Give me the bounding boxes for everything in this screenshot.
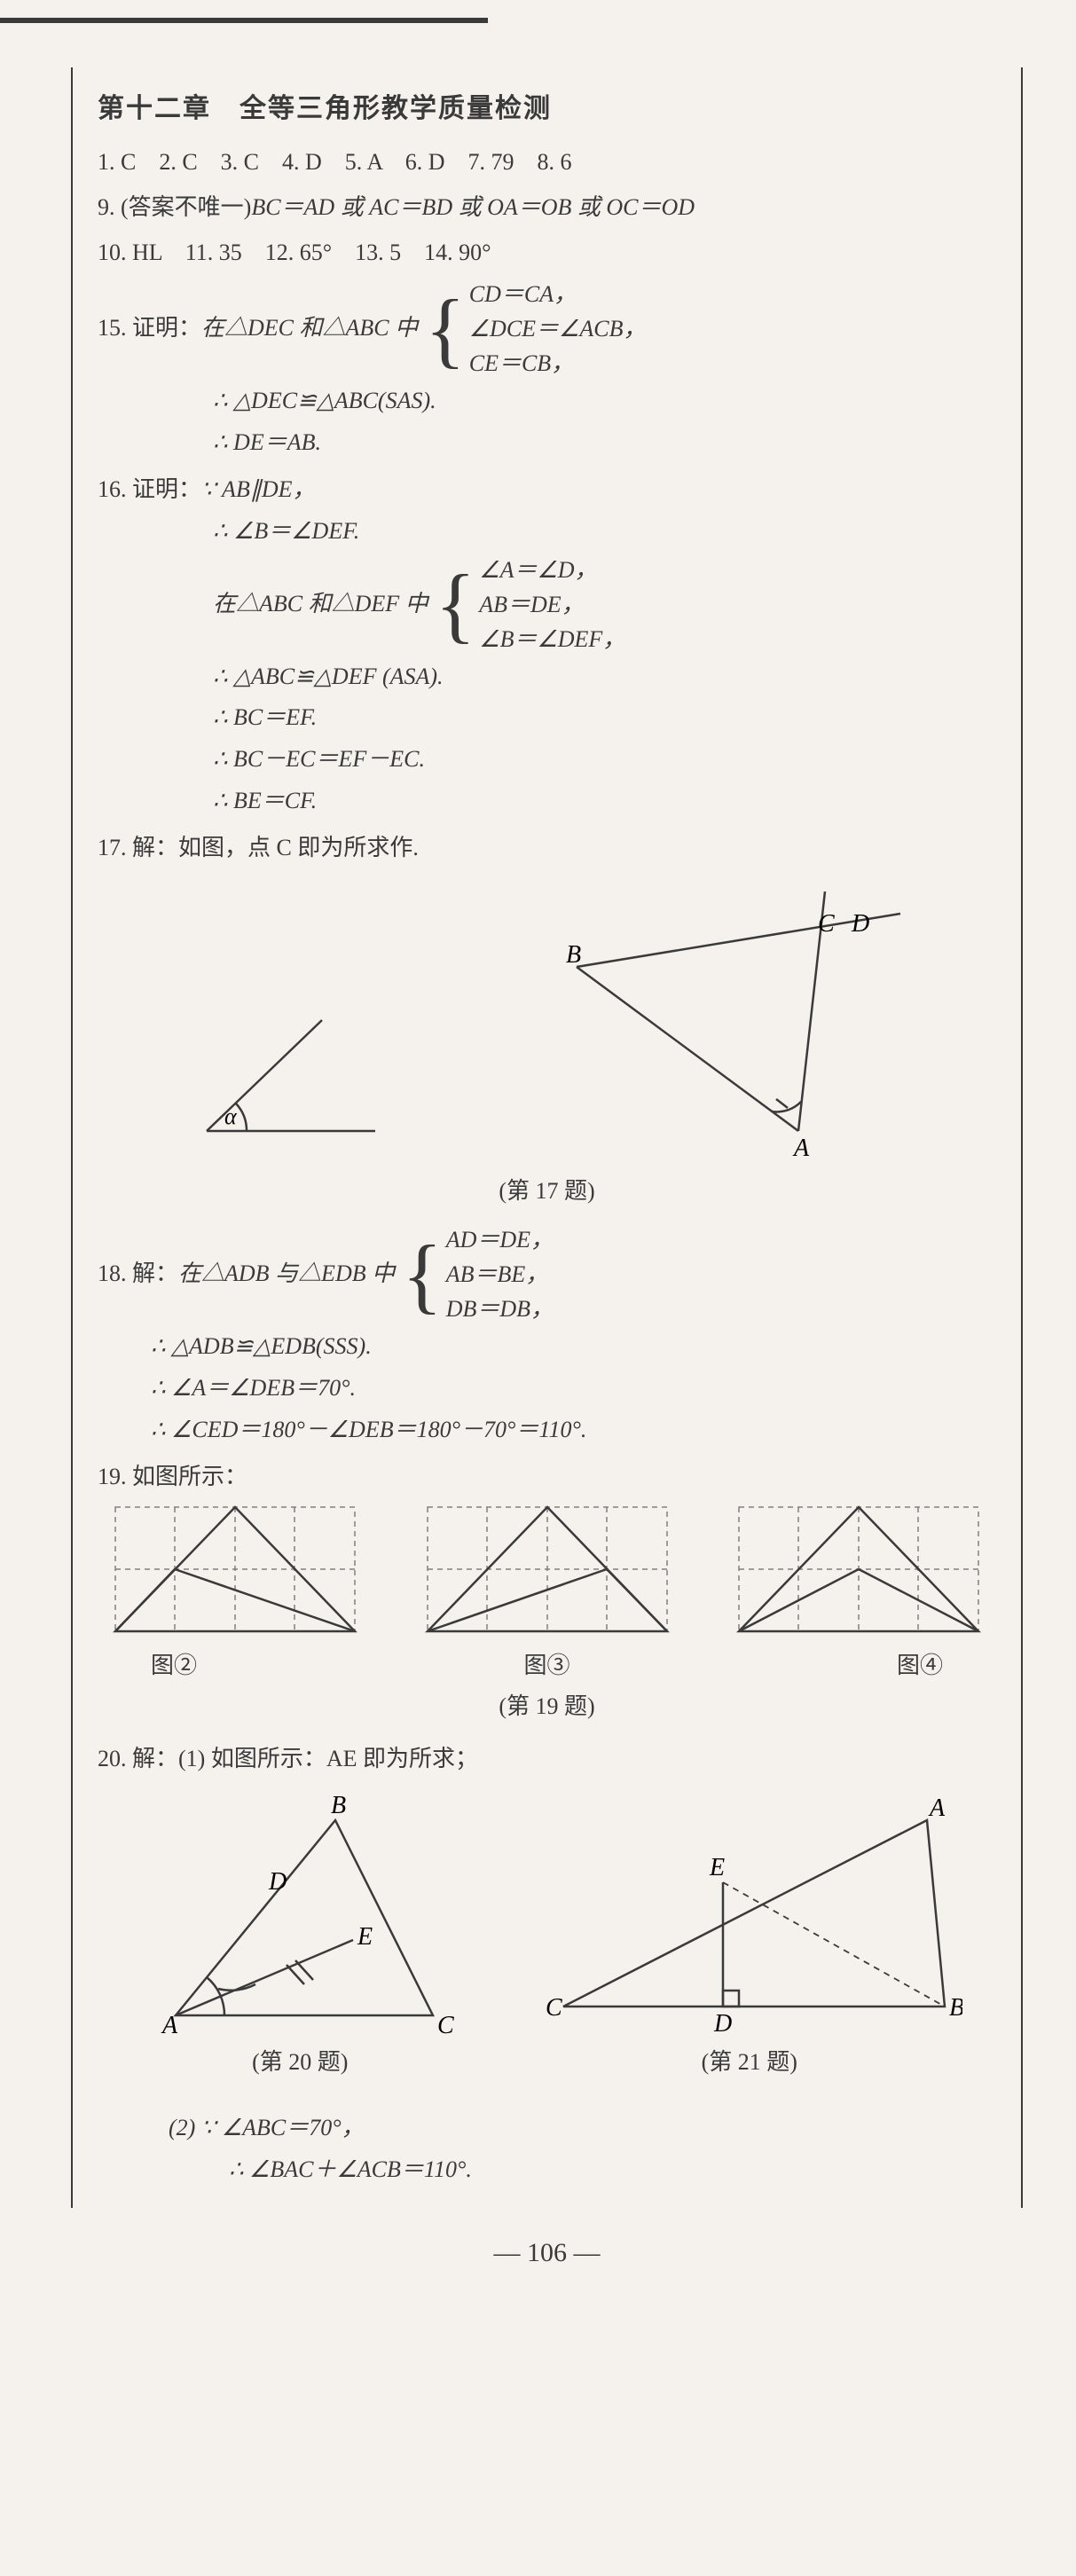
q15-b3: CE＝CB， bbox=[469, 346, 647, 381]
q16-l2: ∴ ∠B＝∠DEF. bbox=[98, 511, 996, 553]
chapter-title: 第十二章 全等三角形教学质量检测 bbox=[98, 85, 996, 133]
q17-figures: α B C D A bbox=[98, 883, 996, 1158]
pt-C: C bbox=[818, 910, 835, 938]
top-divider bbox=[0, 18, 488, 23]
q9-math: BC＝AD 或 AC＝BD 或 OA＝OB 或 OC＝OD bbox=[251, 194, 695, 220]
q15-b2: ∠DCE＝∠ACB， bbox=[469, 311, 647, 346]
q16-c3: ∴ BC－EC＝EF－EC. bbox=[98, 739, 996, 781]
q15-block: 15. 证明：在△DEC 和△ABC 中 { CD＝CA， ∠DCE＝∠ACB，… bbox=[98, 277, 996, 464]
q17-caption: (第 17 题) bbox=[98, 1171, 996, 1213]
q18-b1: AD＝DE， bbox=[446, 1222, 554, 1257]
page-content: 第十二章 全等三角形教学质量检测 1. C 2. C 3. C 4. D 5. … bbox=[71, 67, 1023, 2208]
answers-line-1: 1. C 2. C 3. C 4. D 5. A 6. D 7. 79 8. 6 bbox=[98, 142, 996, 184]
brace-icon: { bbox=[402, 1235, 446, 1315]
q16-block: 16. 证明：∵ AB∥DE， ∴ ∠B＝∠DEF. 在△ABC 和△DEF 中… bbox=[98, 469, 996, 822]
q21-triangle-diagram: A B C D E bbox=[537, 1794, 962, 2042]
q16-l1: ∵ AB∥DE， bbox=[201, 476, 315, 502]
q16-c4: ∴ BE＝CF. bbox=[98, 781, 996, 822]
q15-b1: CD＝CA， bbox=[469, 277, 647, 311]
pt-C: C bbox=[437, 2012, 454, 2039]
q17-angle-diagram: α bbox=[171, 989, 402, 1158]
q16-c1: ∴ △ABC≌△DEF (ASA). bbox=[98, 656, 996, 698]
q20-figures: A B C D E (第 20 题) A B C D bbox=[98, 1794, 996, 2094]
answers-line-2: 9. (答案不唯一)BC＝AD 或 AC＝BD 或 OA＝OB 或 OC＝OD bbox=[98, 187, 996, 229]
pt-A: A bbox=[792, 1135, 810, 1158]
q20-label: 20. 解：(1) 如图所示：AE 即为所求； bbox=[98, 1739, 996, 1780]
q18-block: 18. 解：在△ADB 与△EDB 中 { AD＝DE， AB＝BE， DB＝D… bbox=[98, 1222, 996, 1450]
q19-grid-2 bbox=[106, 1498, 364, 1640]
pt-D: D bbox=[851, 910, 869, 938]
q19-g4: 图④ bbox=[897, 1645, 943, 1687]
q16-c2: ∴ BC＝EF. bbox=[98, 697, 996, 739]
pt-B: B bbox=[566, 941, 581, 969]
q16-label: 16. 证明： bbox=[98, 476, 201, 502]
q21-cap: (第 21 题) bbox=[537, 2042, 962, 2084]
pt-E: E bbox=[709, 1854, 725, 1881]
q18-b2: AB＝BE， bbox=[446, 1257, 554, 1292]
pt-D: D bbox=[268, 1868, 287, 1896]
q19-g2: 图② bbox=[151, 1645, 197, 1687]
q15-c1: ∴ △DEC≌△ABC(SAS). bbox=[98, 381, 996, 422]
q20-triangle-diagram: A B C D E bbox=[131, 1794, 468, 2042]
q20-part2b: ∴ ∠BAC＋∠ACB＝110°. bbox=[98, 2149, 996, 2191]
q20-cap: (第 20 题) bbox=[131, 2042, 468, 2084]
pt-D: D bbox=[713, 2010, 732, 2038]
q19-g3: 图③ bbox=[523, 1645, 569, 1687]
q17-label: 17. 解：如图，点 C 即为所求作. bbox=[98, 828, 996, 869]
q20-part2a: (2) ∵ ∠ABC＝70°， bbox=[98, 2108, 996, 2149]
pt-E: E bbox=[357, 1923, 373, 1951]
q19-grid-3 bbox=[419, 1498, 676, 1640]
answers-line-3: 10. HL 11. 35 12. 65° 13. 5 14. 90° bbox=[98, 232, 996, 274]
pt-B: B bbox=[331, 1794, 346, 1819]
q19-caption: (第 19 题) bbox=[98, 1686, 996, 1728]
q9-prefix: 9. (答案不唯一) bbox=[98, 194, 251, 220]
q19-label: 19. 如图所示： bbox=[98, 1457, 996, 1498]
q18-pre: 在△ADB 与△EDB 中 bbox=[178, 1261, 395, 1286]
q19-grid-4 bbox=[730, 1498, 987, 1640]
q16-b2: AB＝DE， bbox=[479, 587, 625, 622]
q15-label: 15. 证明： bbox=[98, 315, 201, 341]
q17-triangle-diagram: B C D A bbox=[550, 883, 923, 1158]
brace-icon: { bbox=[425, 289, 469, 369]
q16-pre: 在△ABC 和△DEF 中 bbox=[213, 584, 436, 625]
q16-b3: ∠B＝∠DEF， bbox=[479, 622, 625, 656]
q18-c1: ∴ △ADB≌△EDB(SSS). bbox=[98, 1326, 996, 1368]
pt-A: A bbox=[928, 1795, 946, 1822]
brace-icon: { bbox=[436, 564, 480, 644]
pt-A: A bbox=[161, 2012, 178, 2039]
q18-c3: ∴ ∠CED＝180°－∠DEB＝180°－70°＝110°. bbox=[98, 1410, 996, 1451]
q16-b1: ∠A＝∠D， bbox=[479, 553, 625, 587]
q18-c2: ∴ ∠A＝∠DEB＝70°. bbox=[98, 1368, 996, 1410]
q18-label: 18. 解： bbox=[98, 1261, 178, 1286]
pt-C: C bbox=[546, 1994, 562, 2022]
pt-B: B bbox=[949, 1994, 962, 2022]
q15-c2: ∴ DE＝AB. bbox=[98, 422, 996, 464]
q18-b3: DB＝DB， bbox=[446, 1292, 554, 1326]
page-number: — 106 — bbox=[71, 2229, 1023, 2277]
q15-pre: 在△DEC 和△ABC 中 bbox=[201, 315, 418, 341]
q19-grids bbox=[98, 1498, 996, 1640]
alpha-label: α bbox=[224, 1103, 238, 1129]
